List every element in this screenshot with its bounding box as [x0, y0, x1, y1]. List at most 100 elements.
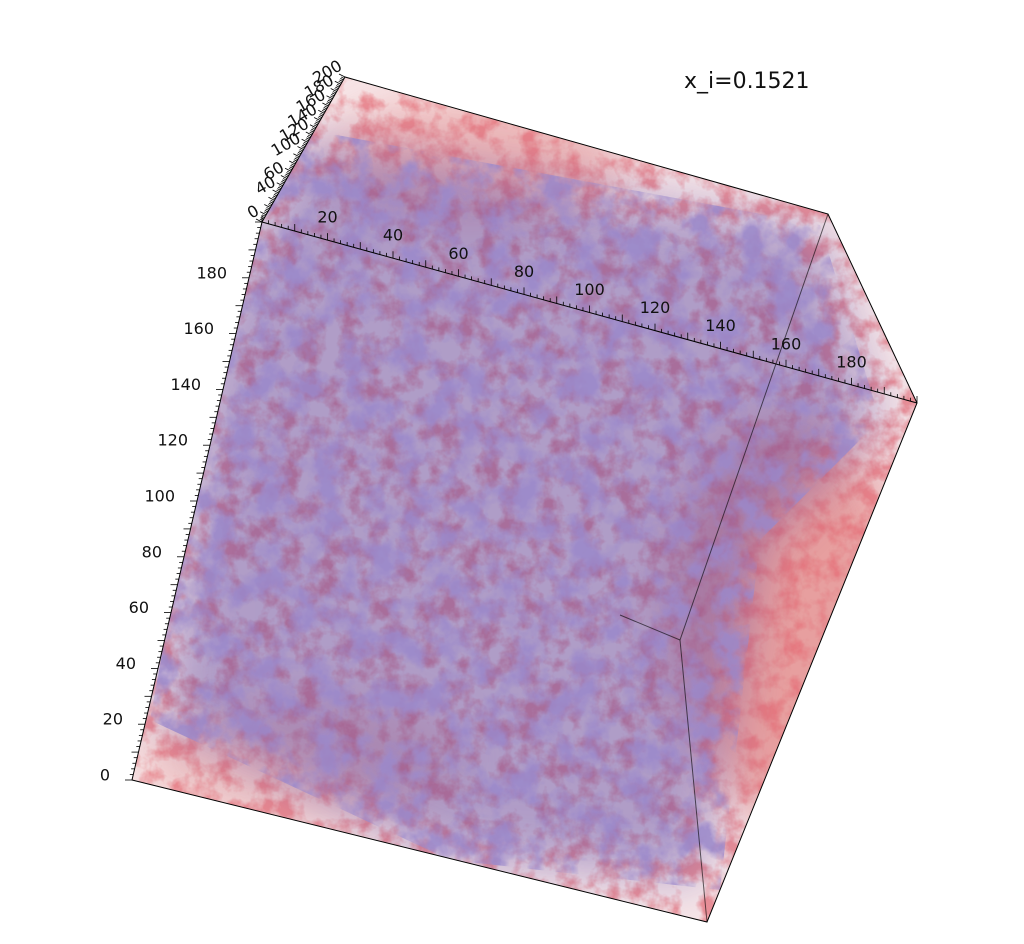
axis-tick [318, 115, 322, 118]
axis-tick [261, 215, 265, 219]
axis-tick [267, 204, 272, 207]
x-tick-label: 60 [448, 244, 468, 263]
axis-tick [321, 109, 326, 113]
y-tick-label: 40 [116, 654, 136, 673]
axis-tick [311, 128, 315, 132]
x-tick-label: 140 [705, 316, 736, 335]
axis-tick [282, 178, 287, 181]
axis-tick [314, 122, 318, 126]
axis-tick [264, 209, 268, 213]
axis-tick [330, 95, 334, 98]
axis-tick [309, 131, 313, 134]
axis-tick [292, 160, 297, 163]
axis-tick [316, 120, 320, 123]
axis-tick [276, 189, 280, 192]
axis-tick [334, 80, 342, 85]
axis-tick [280, 175, 288, 179]
axis-tick [335, 86, 339, 89]
axis-tick [289, 160, 296, 165]
axis-tick [277, 186, 282, 190]
axis-tick [302, 143, 307, 146]
axis-tick [306, 136, 311, 139]
axis-tick [277, 188, 281, 191]
axis-tick [268, 196, 275, 201]
y-tick-label: 20 [103, 710, 123, 729]
axis-tick [272, 196, 276, 200]
axis-tick [326, 101, 331, 104]
axis-tick [336, 85, 340, 88]
axis-tick [272, 189, 279, 194]
axis-tick [331, 92, 336, 95]
axis-tick [301, 146, 305, 149]
axis-tick [313, 117, 321, 121]
axis-tick [297, 153, 301, 156]
cube-frame [131, 76, 918, 923]
axis-tick [311, 127, 316, 130]
axis-tick [270, 199, 274, 203]
axis-tick [323, 107, 327, 110]
axis-tick [291, 163, 295, 166]
axis-tick [299, 149, 303, 152]
axis-tick [293, 159, 298, 162]
axis-tick [266, 207, 270, 210]
y-tick-label: 180 [196, 263, 227, 282]
axis-tick [259, 211, 267, 216]
axis-tick [332, 91, 337, 94]
axis-tick [269, 201, 273, 204]
axis-tick [280, 182, 284, 185]
axis-tick [285, 173, 289, 176]
x-tick-label: 160 [771, 334, 802, 353]
axis-tick [260, 217, 264, 220]
axis-tick [303, 141, 307, 145]
axis-tick [274, 192, 278, 195]
axis-tick [278, 185, 283, 188]
x-tick-label: 20 [317, 208, 337, 227]
annotation: x_i=0.1521 [684, 69, 810, 94]
axis-tick [310, 130, 314, 133]
axis-tick [307, 134, 312, 137]
axis-tick [281, 180, 285, 184]
axis-tick [286, 172, 290, 175]
axis-tick [263, 211, 268, 214]
axis-tick [301, 144, 306, 147]
axis-tick [265, 208, 269, 211]
axis-tick [338, 80, 342, 84]
axis-tick [272, 195, 277, 198]
axis-tick [298, 150, 303, 153]
y-tick-label: 60 [129, 598, 149, 617]
z-tick-label: 0 [244, 201, 262, 223]
y-tick-label: 0 [100, 766, 110, 785]
y-tick-label: 140 [170, 375, 201, 394]
axis-tick [305, 138, 309, 142]
axis-tick [287, 170, 291, 174]
axis-tick [293, 153, 300, 158]
axis-tick [264, 204, 271, 208]
axis-tick [288, 167, 293, 171]
axis-tick [318, 109, 325, 114]
axis-tick [284, 175, 288, 178]
axis-tick [322, 108, 327, 111]
axis-tick [322, 102, 329, 107]
axis-tick [326, 95, 333, 100]
axis-tick [317, 117, 322, 120]
x-tick-label: 100 [574, 280, 605, 299]
axis-tick [294, 157, 298, 161]
density-cloud [132, 77, 917, 922]
axis-tick [313, 124, 317, 127]
x-tick-label: 120 [640, 298, 671, 317]
axis-tick [273, 194, 278, 197]
axis-tick [305, 131, 312, 136]
y-tick-label: 80 [142, 542, 162, 561]
axis-tick [326, 102, 330, 105]
axis-tick [295, 156, 299, 159]
y-tick-label: 100 [144, 487, 175, 506]
axis-tick [339, 79, 343, 82]
axis-tick [334, 88, 338, 91]
axis-tick [328, 98, 332, 101]
axis-tick [330, 88, 337, 92]
axis-tick [331, 93, 335, 97]
y-tick-label: 120 [157, 431, 188, 450]
axis-tick [290, 165, 294, 168]
